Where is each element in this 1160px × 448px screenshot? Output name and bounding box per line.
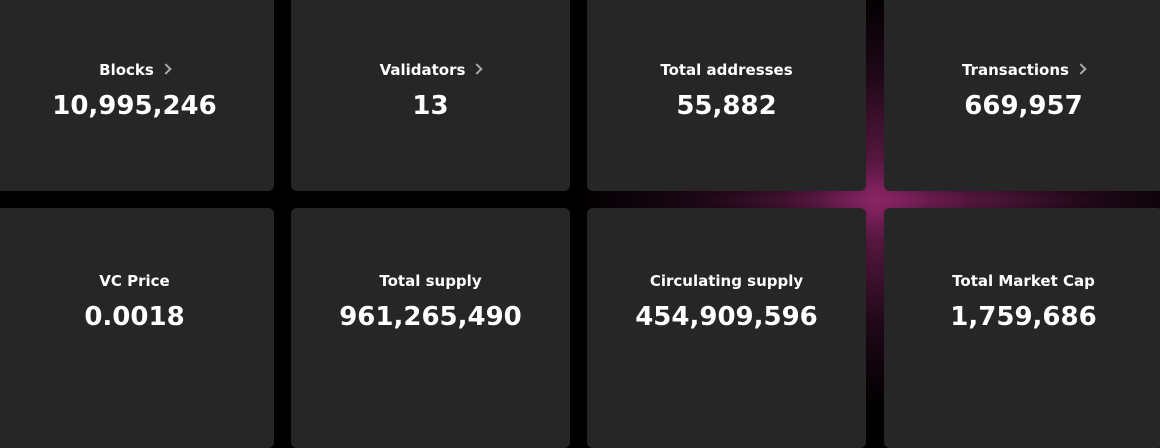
- stat-label: Blocks: [0, 61, 274, 79]
- stat-label: Total supply: [291, 272, 570, 290]
- stat-label: Validators: [291, 61, 570, 79]
- stat-card: Circulating supply 454,909,596: [587, 208, 866, 448]
- stat-card: Total addresses 55,882: [587, 0, 866, 191]
- stat-label-text: Validators: [379, 61, 466, 79]
- stat-label-text: VC Price: [99, 272, 170, 290]
- stat-card: VC Price 0.0018: [0, 208, 274, 448]
- stat-value: 454,909,596: [635, 302, 818, 332]
- stat-label: Total addresses: [587, 61, 866, 79]
- stat-label: Transactions: [884, 61, 1160, 79]
- stat-label-text: Circulating supply: [649, 272, 804, 290]
- chevron-icon: [1075, 63, 1087, 75]
- stat-value: 55,882: [676, 91, 777, 121]
- stat-card[interactable]: Blocks 10,995,246: [0, 0, 274, 191]
- chevron-icon: [471, 63, 484, 75]
- stat-value: 669,957: [964, 91, 1083, 121]
- stat-card[interactable]: Validators 13: [291, 0, 570, 191]
- stat-card[interactable]: Transactions 669,957: [884, 0, 1160, 191]
- stat-label-text: Transactions: [962, 61, 1069, 79]
- stat-value: 1,759,686: [950, 302, 1097, 332]
- stat-card: Total Market Cap 1,759,686: [884, 208, 1160, 448]
- stat-value: 13: [412, 91, 449, 121]
- stat-value: 10,995,246: [52, 91, 217, 121]
- stat-value: 0.0018: [84, 302, 185, 332]
- stat-value: 961,265,490: [339, 302, 522, 332]
- stat-label-text: Blocks: [99, 61, 154, 79]
- stat-label: VC Price: [0, 272, 274, 290]
- stat-label-text: Total addresses: [660, 61, 793, 79]
- stat-label-text: Total supply: [379, 272, 482, 290]
- stat-label: Total Market Cap: [884, 272, 1160, 290]
- stat-card: Total supply 961,265,490: [291, 208, 570, 448]
- stat-label-text: Total Market Cap: [952, 272, 1095, 290]
- chevron-icon: [160, 63, 172, 75]
- stat-label: Circulating supply: [587, 272, 866, 290]
